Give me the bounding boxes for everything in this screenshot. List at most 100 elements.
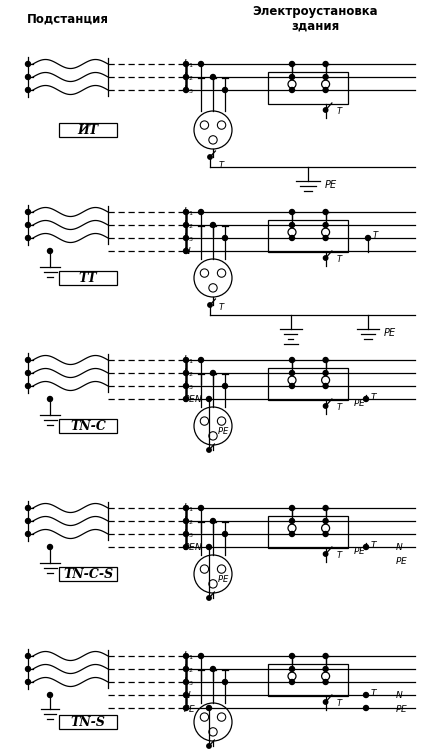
Circle shape (26, 532, 30, 536)
Circle shape (323, 256, 328, 260)
Circle shape (207, 705, 211, 710)
Circle shape (323, 370, 328, 376)
Circle shape (198, 653, 204, 659)
Circle shape (26, 518, 30, 523)
Text: Электроустановка
здания: Электроустановка здания (252, 5, 378, 33)
Text: $\mathit{N}$: $\mathit{N}$ (395, 541, 404, 553)
Bar (59, 567, 117, 581)
Text: $\mathit{N}$: $\mathit{N}$ (395, 689, 404, 701)
Text: $\mathit{PE}$: $\mathit{PE}$ (183, 702, 196, 713)
Text: ИТ: ИТ (78, 124, 98, 137)
Text: $L_2$: $L_2$ (183, 366, 194, 379)
Text: $L_1$: $L_1$ (183, 354, 194, 366)
Bar (268, 220, 348, 252)
Circle shape (223, 384, 227, 388)
Circle shape (290, 666, 294, 671)
Circle shape (198, 505, 204, 511)
Circle shape (184, 692, 188, 698)
Text: $\mathit{PE}$: $\mathit{PE}$ (383, 326, 397, 338)
Circle shape (323, 62, 328, 67)
Text: $\mathit{T}$: $\mathit{T}$ (372, 230, 380, 240)
Circle shape (184, 62, 188, 67)
Circle shape (184, 357, 188, 363)
Text: $\mathit{T}$: $\mathit{T}$ (336, 548, 343, 559)
Text: $\mathit{T}$: $\mathit{T}$ (370, 391, 378, 402)
Circle shape (223, 236, 227, 240)
Circle shape (207, 397, 211, 402)
Circle shape (323, 680, 328, 684)
Circle shape (323, 532, 328, 536)
Circle shape (323, 653, 328, 659)
Circle shape (323, 505, 328, 511)
Circle shape (323, 88, 328, 92)
Text: $\mathit{PE}$: $\mathit{PE}$ (217, 572, 229, 584)
Circle shape (363, 705, 368, 710)
Text: $\mathit{T}$: $\mathit{T}$ (336, 104, 343, 116)
Bar (268, 368, 348, 400)
Circle shape (290, 236, 294, 240)
Text: $L_2$: $L_2$ (183, 219, 194, 231)
Circle shape (323, 666, 328, 671)
Text: $\mathit{N}$: $\mathit{N}$ (183, 246, 191, 257)
Circle shape (26, 357, 30, 363)
Circle shape (184, 249, 188, 254)
Circle shape (223, 532, 227, 536)
Bar (268, 72, 348, 104)
Circle shape (290, 210, 294, 215)
Circle shape (184, 505, 188, 511)
Circle shape (290, 653, 294, 659)
Text: TN-C: TN-C (70, 420, 106, 433)
Circle shape (323, 552, 328, 556)
Circle shape (48, 544, 52, 550)
Circle shape (26, 384, 30, 388)
Text: $\mathit{T}$: $\mathit{T}$ (336, 252, 343, 264)
Circle shape (48, 397, 52, 402)
Text: $L_1$: $L_1$ (183, 502, 194, 514)
Circle shape (208, 303, 212, 307)
Circle shape (290, 74, 294, 80)
Circle shape (290, 62, 294, 67)
Text: $\mathit{T}$: $\mathit{T}$ (218, 158, 226, 170)
Circle shape (210, 666, 216, 671)
Circle shape (184, 680, 188, 684)
Text: $\mathit{PE}$: $\mathit{PE}$ (353, 397, 366, 409)
Circle shape (26, 505, 30, 511)
Circle shape (290, 357, 294, 363)
Circle shape (223, 88, 227, 92)
Text: $\mathit{PE}$: $\mathit{PE}$ (353, 545, 366, 556)
Text: TN-S: TN-S (71, 716, 106, 728)
Circle shape (26, 666, 30, 671)
Text: $\mathit{T}$: $\mathit{T}$ (370, 686, 378, 698)
Text: $\mathit{PE}$: $\mathit{PE}$ (395, 554, 408, 566)
Circle shape (26, 653, 30, 659)
Circle shape (184, 384, 188, 388)
Circle shape (290, 518, 294, 523)
Circle shape (210, 518, 216, 523)
Circle shape (184, 532, 188, 536)
Circle shape (290, 505, 294, 511)
Text: $L_1$: $L_1$ (183, 58, 194, 71)
Circle shape (184, 88, 188, 92)
Circle shape (323, 357, 328, 363)
Circle shape (26, 236, 30, 240)
Text: $L_3$: $L_3$ (183, 84, 194, 96)
Text: $L_2$: $L_2$ (183, 514, 194, 527)
Circle shape (184, 236, 188, 240)
Circle shape (184, 544, 188, 550)
Text: $\mathit{T}$: $\mathit{T}$ (218, 301, 226, 312)
Text: $\mathit{PEN}$: $\mathit{PEN}$ (183, 541, 203, 553)
Circle shape (184, 370, 188, 376)
Circle shape (323, 700, 328, 704)
Text: $L_3$: $L_3$ (183, 528, 194, 540)
Bar (59, 419, 117, 433)
Text: Подстанция: Подстанция (27, 13, 109, 26)
Text: $\mathit{N}$: $\mathit{N}$ (183, 689, 191, 701)
Text: $\mathit{T}$: $\mathit{T}$ (336, 696, 343, 707)
Bar (59, 271, 117, 285)
Text: TN-C-S: TN-C-S (63, 568, 113, 581)
Circle shape (198, 357, 204, 363)
Circle shape (184, 705, 188, 710)
Text: $\mathit{PE}$: $\mathit{PE}$ (395, 702, 408, 713)
Circle shape (184, 397, 188, 402)
Circle shape (323, 108, 328, 112)
